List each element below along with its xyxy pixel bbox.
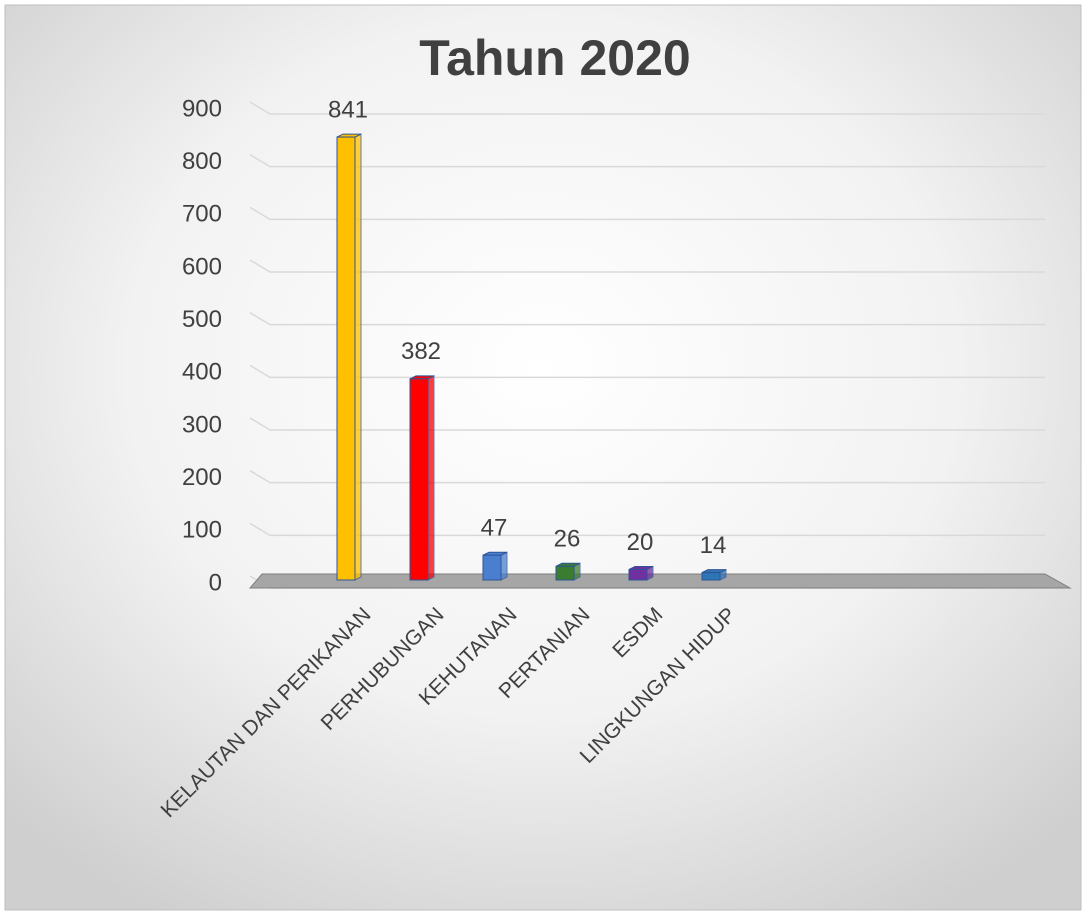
bar bbox=[336, 136, 356, 581]
y-tick-label: 200 bbox=[182, 464, 222, 491]
grid-line bbox=[249, 522, 1045, 537]
data-label: 382 bbox=[401, 338, 441, 365]
data-label: 26 bbox=[554, 526, 581, 553]
chart-background bbox=[4, 4, 1082, 911]
grid-line bbox=[249, 206, 1045, 221]
data-label: 14 bbox=[700, 532, 727, 559]
bar-side bbox=[354, 133, 362, 581]
grid-line bbox=[249, 312, 1045, 326]
data-label: 47 bbox=[481, 515, 508, 542]
grid-line bbox=[249, 101, 1045, 115]
y-tick-label: 900 bbox=[182, 95, 222, 122]
bar-side bbox=[500, 551, 508, 581]
grid-line bbox=[249, 259, 1045, 273]
bar-side bbox=[427, 375, 435, 581]
y-tick-label: 0 bbox=[209, 569, 222, 596]
bar bbox=[555, 565, 575, 581]
y-tick-label: 300 bbox=[182, 411, 222, 438]
y-tick-label: 400 bbox=[182, 359, 222, 386]
grid-line bbox=[249, 470, 1045, 484]
y-tick-label: 600 bbox=[182, 253, 222, 280]
y-tick-label: 800 bbox=[182, 148, 222, 175]
bar bbox=[482, 554, 502, 581]
grid-line bbox=[249, 154, 1045, 168]
y-tick-label: 500 bbox=[182, 306, 222, 333]
data-label: 20 bbox=[627, 529, 654, 556]
grid-line bbox=[249, 364, 1045, 379]
grid-line bbox=[249, 417, 1045, 431]
bar bbox=[701, 572, 721, 581]
bar bbox=[628, 568, 648, 581]
y-tick-label: 700 bbox=[182, 201, 222, 228]
data-label: 841 bbox=[328, 96, 368, 123]
bar bbox=[409, 378, 429, 581]
floor bbox=[248, 573, 1072, 589]
chart-title: Tahun 2020 bbox=[419, 30, 690, 86]
y-tick-label: 100 bbox=[182, 517, 222, 544]
